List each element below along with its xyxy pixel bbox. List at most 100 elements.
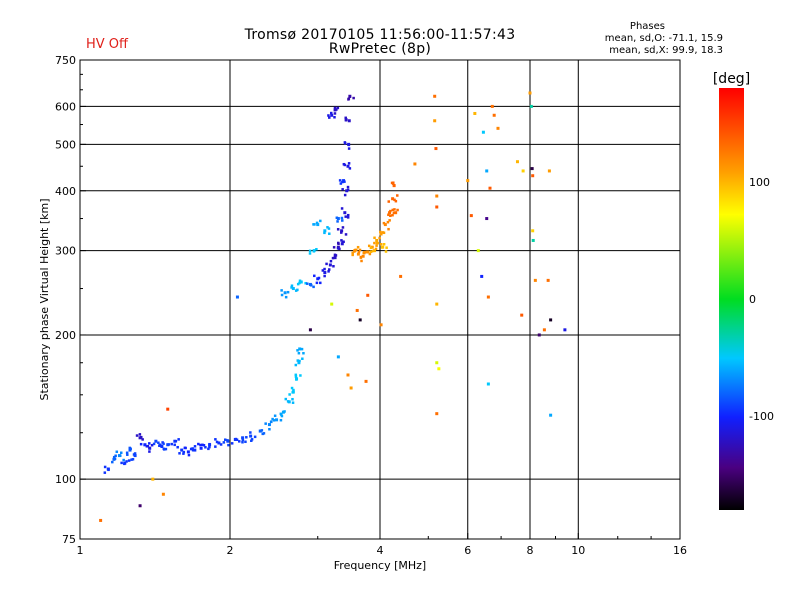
echo-point [328, 116, 331, 119]
echo-point [249, 434, 253, 438]
echo-point [133, 452, 137, 455]
echo-point [302, 351, 305, 355]
echo-point [161, 441, 164, 444]
echo-point [328, 263, 332, 267]
echo-point [488, 186, 492, 190]
echo-point [531, 174, 535, 178]
echo-point [340, 229, 344, 233]
echo-point [336, 355, 340, 359]
echo-point [391, 208, 394, 212]
echo-point [291, 391, 294, 394]
echo-point [351, 251, 354, 255]
echo-point [387, 200, 390, 203]
echo-point [273, 414, 277, 418]
echo-point [250, 439, 253, 442]
echo-point [485, 217, 489, 221]
echo-point [148, 450, 151, 453]
echo-point [126, 453, 129, 456]
echo-point [435, 205, 439, 209]
echo-point [316, 223, 320, 227]
echo-point [193, 448, 197, 452]
echo-point [308, 252, 312, 255]
echo-point [340, 239, 343, 242]
echo-point [170, 442, 173, 446]
echo-point [249, 431, 252, 434]
echo-point [371, 249, 375, 253]
echo-point [174, 439, 178, 443]
echo-point [182, 450, 186, 454]
echo-point [197, 442, 200, 446]
echo-point [189, 447, 193, 451]
colorbar-unit-label: [deg] [713, 71, 750, 87]
echo-point [259, 429, 262, 433]
echo-point [378, 236, 381, 240]
echo-point [118, 454, 122, 457]
echo-point [515, 160, 519, 164]
echo-point [466, 179, 470, 183]
echo-point [294, 375, 298, 378]
echo-point [387, 213, 390, 217]
echo-point [344, 215, 347, 218]
echo-point [473, 111, 477, 115]
echo-point [178, 452, 181, 455]
echo-point [202, 444, 206, 447]
echo-point [342, 240, 345, 244]
x-tick-label: 6 [464, 544, 471, 557]
echo-point [264, 422, 267, 425]
grid-lines [80, 60, 680, 539]
x-tick-label: 4 [377, 544, 384, 557]
echo-point [390, 181, 394, 185]
echo-point [99, 518, 103, 522]
echo-point [199, 443, 202, 447]
echo-point [388, 211, 392, 215]
echo-point [150, 443, 154, 447]
echo-point [346, 164, 350, 168]
echo-point [344, 118, 348, 122]
y-axis-label: Stationary phase Virtual Height [km] [38, 198, 51, 400]
colorbar-tick-label: 0 [749, 293, 756, 306]
echo-point [204, 446, 207, 449]
echo-point [528, 91, 532, 95]
echo-point [396, 194, 399, 197]
echo-point [336, 217, 340, 221]
echo-point [323, 271, 327, 275]
echo-point [294, 373, 298, 377]
echo-point [152, 442, 156, 446]
echo-point [546, 278, 550, 282]
colorbar-ticks: 100 0 -100 [749, 176, 774, 423]
echo-point [391, 213, 394, 217]
echo-point [338, 179, 342, 182]
echo-point [382, 231, 386, 235]
echo-point [391, 197, 395, 201]
echo-point [217, 441, 221, 445]
colorbar-gradient [719, 88, 744, 510]
echo-points [99, 91, 567, 522]
echo-point [341, 219, 344, 222]
phase-stats-x-mode: mean, sd,X: 99.9, 18.3 [609, 45, 723, 56]
hv-status-label: HV Off [86, 37, 128, 52]
echo-point [373, 241, 376, 245]
echo-point [382, 221, 386, 225]
echo-point [241, 436, 245, 440]
x-tick-label: 2 [227, 544, 234, 557]
echo-point [309, 283, 313, 287]
x-tick-label: 8 [527, 544, 534, 557]
echo-point [146, 444, 150, 448]
y-tick-label: 750 [55, 54, 76, 67]
echo-point [291, 401, 295, 404]
echo-point [349, 386, 353, 390]
echo-point [347, 143, 351, 147]
echo-point [120, 451, 123, 455]
echo-point [375, 244, 378, 247]
echo-point [308, 328, 312, 332]
echo-point [352, 96, 355, 100]
echo-point [335, 216, 339, 220]
echo-point [140, 435, 143, 439]
echo-point [357, 250, 361, 254]
echo-point [343, 163, 347, 167]
echo-point [476, 249, 480, 253]
echo-point [336, 228, 340, 231]
echo-point [376, 241, 379, 245]
echo-point [296, 349, 299, 352]
